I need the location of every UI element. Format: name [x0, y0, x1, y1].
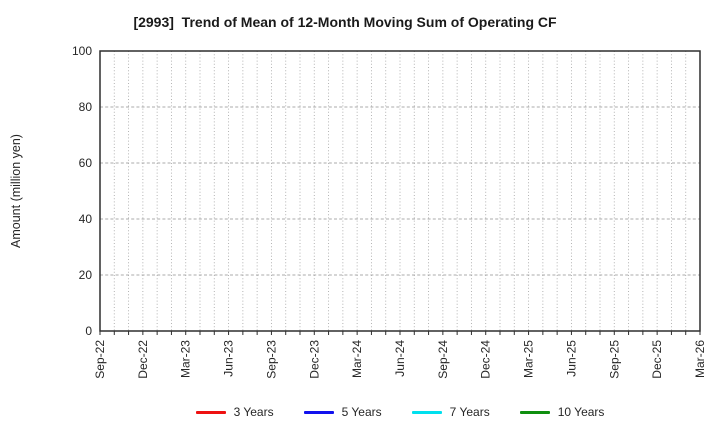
x-tick-label: Jun-23 — [222, 340, 236, 377]
legend-line-swatch — [195, 410, 226, 414]
x-tick-label: Dec-22 — [136, 340, 150, 379]
legend-item-7-years: 7 Years — [411, 405, 490, 419]
y-tick-label: 0 — [85, 324, 92, 338]
x-tick-label: Mar-23 — [179, 340, 193, 378]
x-tick-label: Jun-24 — [393, 340, 407, 377]
x-tick-label: Sep-24 — [436, 340, 450, 379]
x-tick-label: Dec-25 — [650, 340, 664, 379]
x-tick-label: Sep-23 — [264, 340, 278, 379]
chart-title: [2993] Trend of Mean of 12-Month Moving … — [133, 14, 557, 30]
y-tick-label: 100 — [72, 44, 92, 58]
legend-item-5-years: 5 Years — [303, 405, 382, 419]
legend-label: 7 Years — [449, 405, 490, 419]
legend-label: 10 Years — [557, 405, 605, 419]
x-tick-label: Dec-23 — [307, 340, 321, 379]
x-tick-label: Sep-25 — [607, 340, 621, 379]
legend-label: 3 Years — [233, 405, 274, 419]
x-tick-label: Jun-25 — [564, 340, 578, 377]
legend-line-swatch — [411, 410, 442, 414]
legend-item-3-years: 3 Years — [195, 405, 274, 419]
x-tick-label: Mar-26 — [693, 340, 707, 378]
y-tick-label: 80 — [79, 100, 93, 114]
x-tick-label: Dec-24 — [479, 340, 493, 379]
legend-label: 5 Years — [341, 405, 382, 419]
x-tick-label: Sep-22 — [93, 340, 107, 379]
y-tick-label: 40 — [79, 212, 93, 226]
y-tick-label: 20 — [79, 268, 93, 282]
legend: 3 Years 5 Years 7 Years 10 Years — [100, 403, 700, 421]
y-tick-label: 60 — [79, 156, 93, 170]
x-tick-label: Mar-24 — [350, 340, 364, 378]
legend-item-10-years: 10 Years — [519, 405, 605, 419]
legend-line-swatch — [519, 410, 550, 414]
legend-line-swatch — [303, 410, 334, 414]
x-tick-label: Mar-25 — [522, 340, 536, 378]
